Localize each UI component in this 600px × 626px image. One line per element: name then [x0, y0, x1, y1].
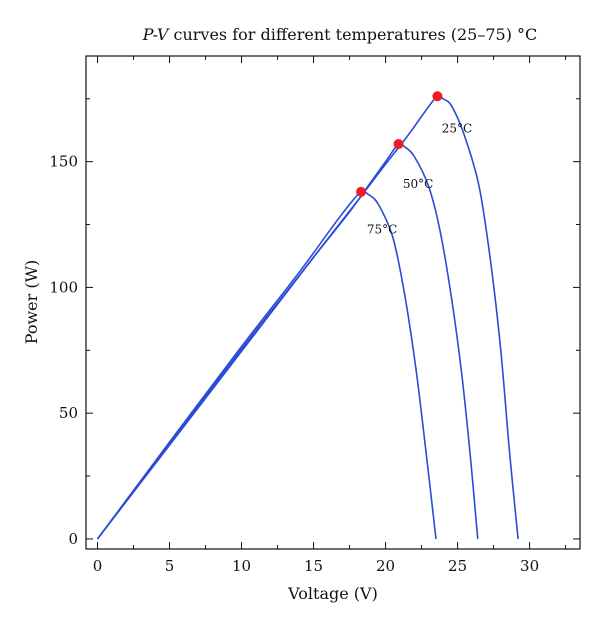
series-label-0: 25°C: [442, 122, 472, 136]
y-tick-label: 100: [49, 278, 78, 296]
x-tick-label: 20: [376, 557, 395, 575]
mpp-marker-0: [432, 91, 443, 102]
x-tick-label: 25: [448, 557, 467, 575]
x-axis-label: Voltage (V): [287, 584, 378, 603]
axis-ticks: 0 5 10 15 20 25 30 0 50 100 150: [49, 56, 580, 575]
plot-frame: [85, 55, 581, 550]
series-label-2: 75°C: [367, 222, 397, 236]
mpp-marker-2: [356, 186, 367, 197]
y-tick-label: 50: [59, 404, 78, 422]
x-tick-label: 5: [165, 557, 175, 575]
x-tick-label: 10: [232, 557, 251, 575]
series-line-2: [96, 190, 437, 540]
series-line-1: [96, 142, 479, 540]
mpp-marker-1: [393, 139, 404, 150]
y-tick-label: 150: [49, 153, 78, 171]
x-tick-label: 30: [520, 557, 539, 575]
x-tick-label: 15: [304, 557, 323, 575]
chart-title: P-V curves for different temperatures (2…: [142, 25, 538, 44]
y-tick-label: 0: [68, 530, 78, 548]
y-axis-label: Power (W): [22, 260, 41, 345]
series-layer: 25°C 50°C 75°C: [96, 91, 519, 540]
chart-title-rest: curves for different temperatures (25–75…: [168, 25, 537, 44]
chart-title-italic: P-V: [142, 25, 170, 44]
x-tick-label: 0: [93, 557, 103, 575]
series-label-1: 50°C: [403, 177, 433, 191]
